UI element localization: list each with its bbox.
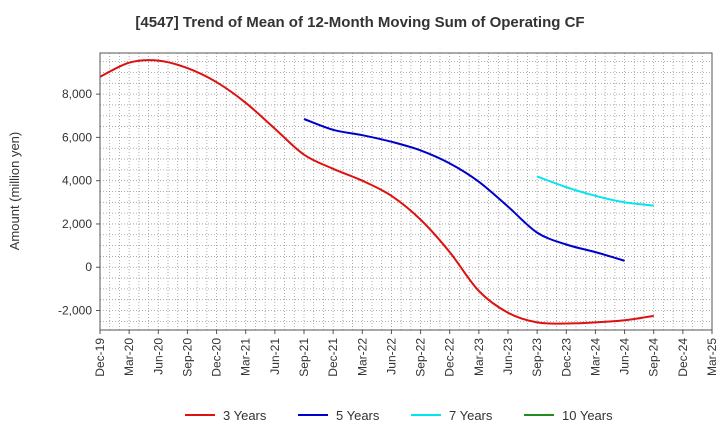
legend-label: 5 Years xyxy=(336,408,380,423)
x-tick-label: Mar-20 xyxy=(122,338,136,376)
x-tick-label: Dec-23 xyxy=(559,338,573,377)
x-tick-label: Dec-20 xyxy=(210,338,224,377)
axes xyxy=(96,52,713,334)
y-tick-label: 4,000 xyxy=(62,174,92,188)
x-tick-label: Mar-23 xyxy=(472,338,486,376)
chart-title: [4547] Trend of Mean of 12-Month Moving … xyxy=(135,14,585,31)
y-tick-label: 2,000 xyxy=(62,217,92,231)
x-tick-label: Sep-22 xyxy=(414,338,428,377)
x-tick-labels: Dec-19 Mar-20 Jun-20 Sep-20 Dec-20 Mar-21 Jun-… xyxy=(93,338,719,377)
x-tick-label: Jun-22 xyxy=(384,338,398,375)
series-line-7-years xyxy=(536,175,654,207)
x-tick-label: Dec-24 xyxy=(676,338,690,377)
y-tick-label: 8,000 xyxy=(62,87,92,101)
legend-label: 7 Years xyxy=(449,408,493,423)
legend-label: 10 Years xyxy=(562,408,613,423)
x-tick-label: Sep-20 xyxy=(180,338,194,377)
y-tick-label: 0 xyxy=(85,260,92,274)
x-tick-label: Sep-21 xyxy=(297,338,311,377)
grid-lines xyxy=(100,53,712,330)
x-tick-label: Mar-25 xyxy=(705,338,719,376)
series-lines xyxy=(99,59,654,325)
series-line-5-years xyxy=(303,118,625,262)
x-tick-label: Jun-24 xyxy=(618,338,632,375)
x-tick-label: Sep-23 xyxy=(530,338,544,377)
x-tick-label: Dec-19 xyxy=(93,338,107,377)
x-tick-label: Dec-21 xyxy=(326,338,340,377)
x-tick-label: Jun-23 xyxy=(501,338,515,375)
plot-frame xyxy=(99,52,713,331)
legend-label: 3 Years xyxy=(223,408,267,423)
series-line-3-years xyxy=(99,59,654,325)
y-tick-labels: -2,000 0 2,000 4,000 6,000 8,000 xyxy=(58,87,92,317)
x-tick-label: Sep-24 xyxy=(647,338,661,377)
x-tick-label: Mar-21 xyxy=(239,338,253,376)
y-tick-label: -2,000 xyxy=(58,304,92,318)
legend: 3 Years 5 Years 7 Years 10 Years xyxy=(185,408,613,423)
x-tick-label: Mar-24 xyxy=(588,338,602,376)
y-tick-label: 6,000 xyxy=(62,130,92,144)
x-tick-label: Jun-21 xyxy=(268,338,282,375)
x-tick-label: Dec-22 xyxy=(443,338,457,377)
y-axis-label: Amount (million yen) xyxy=(7,132,22,251)
x-tick-label: Jun-20 xyxy=(151,338,165,375)
x-tick-label: Mar-22 xyxy=(355,338,369,376)
